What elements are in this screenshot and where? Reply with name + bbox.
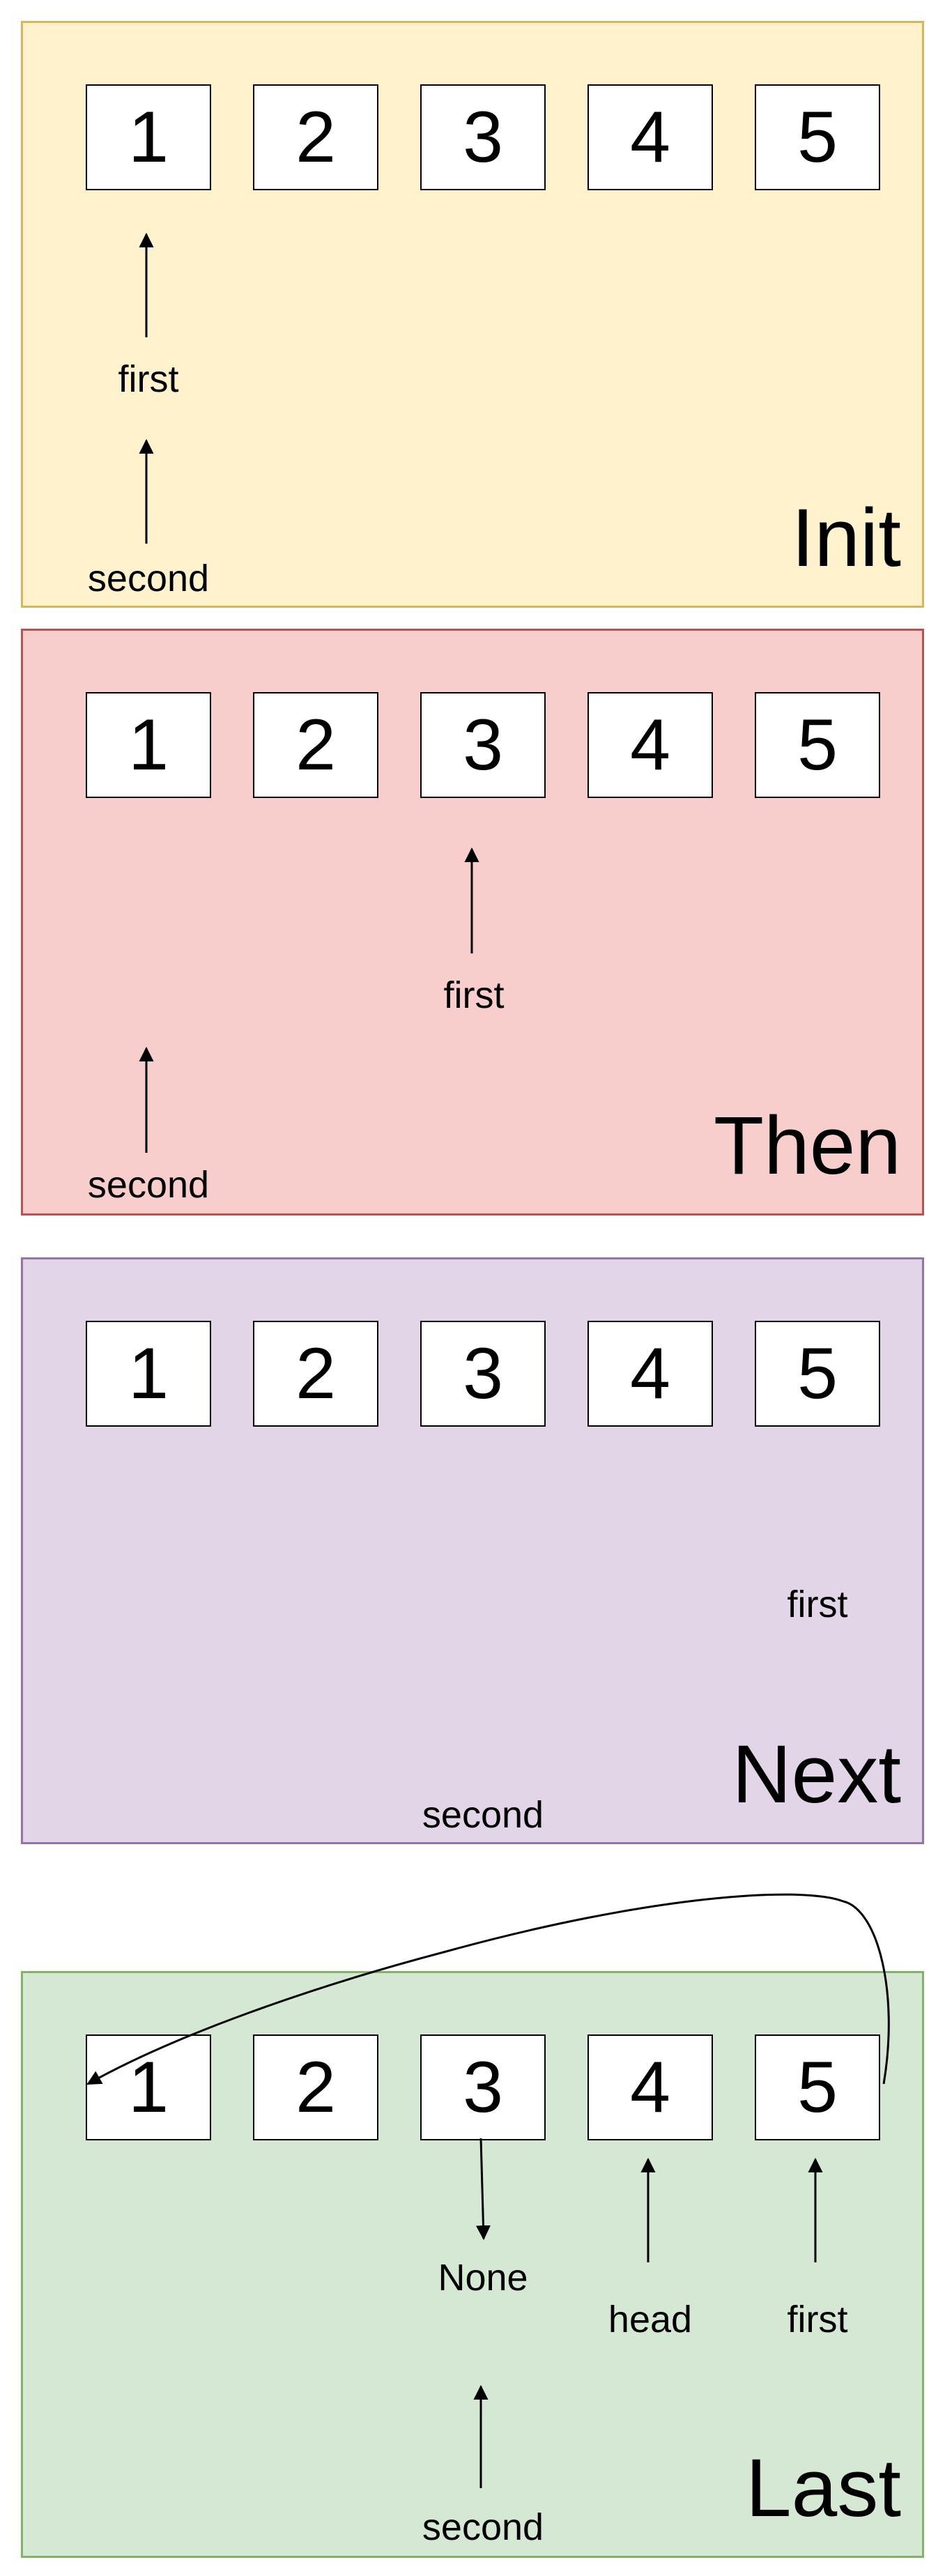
panel-title: Init bbox=[791, 492, 901, 584]
pointer-label-first: first bbox=[443, 974, 505, 1016]
node-box-2: 2 bbox=[253, 2034, 378, 2140]
pointer-label-first: first bbox=[787, 2299, 848, 2340]
node-box-5: 5 bbox=[755, 692, 880, 798]
node-box-1: 1 bbox=[86, 692, 211, 798]
pointer-label-second: second bbox=[87, 1164, 210, 1206]
panel-last: 1 2 3 4 5 None head first second Last bbox=[21, 1971, 924, 2558]
node-box-4: 4 bbox=[587, 692, 713, 798]
pointer-label-first: first bbox=[787, 1584, 848, 1625]
node-box-5: 5 bbox=[755, 84, 880, 190]
panel-title: Next bbox=[732, 1728, 901, 1820]
pointer-label-second: second bbox=[422, 1794, 544, 1836]
node-box-3: 3 bbox=[420, 2034, 546, 2140]
node-box-3: 3 bbox=[420, 1321, 546, 1427]
node-box-4: 4 bbox=[587, 1321, 713, 1427]
pointer-label-none: None bbox=[438, 2257, 528, 2299]
panel-init: 1 2 3 4 5 first second Init bbox=[21, 21, 924, 608]
panel-next: 1 2 3 4 5 first second Next bbox=[21, 1257, 924, 1844]
panel-title: Last bbox=[745, 2442, 901, 2534]
panel-title: Then bbox=[714, 1100, 901, 1192]
node-box-4: 4 bbox=[587, 84, 713, 190]
node-box-3: 3 bbox=[420, 692, 546, 798]
node-box-2: 2 bbox=[253, 1321, 378, 1427]
node-box-1: 1 bbox=[86, 84, 211, 190]
pointer-label-second: second bbox=[87, 558, 210, 599]
node-box-1: 1 bbox=[86, 2034, 211, 2140]
node-box-2: 2 bbox=[253, 84, 378, 190]
pointer-label-second: second bbox=[422, 2506, 544, 2548]
node-box-5: 5 bbox=[755, 1321, 880, 1427]
panel-then: 1 2 3 4 5 first second Then bbox=[21, 629, 924, 1216]
pointer-label-first: first bbox=[118, 358, 179, 400]
node-box-3: 3 bbox=[420, 84, 546, 190]
node-box-5: 5 bbox=[755, 2034, 880, 2140]
node-box-4: 4 bbox=[587, 2034, 713, 2140]
pointer-label-head: head bbox=[608, 2299, 693, 2340]
node-box-1: 1 bbox=[86, 1321, 211, 1427]
node-box-2: 2 bbox=[253, 692, 378, 798]
